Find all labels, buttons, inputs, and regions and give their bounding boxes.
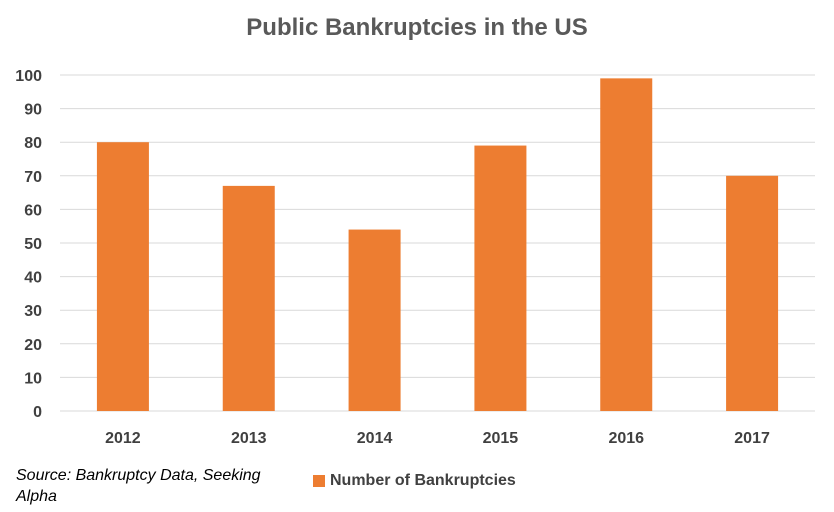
y-axis-ticks: 0 10 20 30 40 50 60 70 80 90 100 xyxy=(15,68,42,421)
bar-2012 xyxy=(96,142,149,411)
legend: Number of Bankruptcies xyxy=(313,472,516,490)
x-axis-ticks: 2012 2013 2014 2015 2016 2017 xyxy=(105,430,770,447)
x-tick-label: 2016 xyxy=(608,430,644,447)
y-tick-label: 30 xyxy=(24,303,42,320)
y-tick-label: 50 xyxy=(24,236,42,253)
bar-2015 xyxy=(474,145,527,411)
y-tick-label: 20 xyxy=(24,337,42,354)
x-tick-label: 2013 xyxy=(231,430,267,447)
y-tick-label: 100 xyxy=(15,68,42,85)
y-tick-label: 90 xyxy=(24,102,42,119)
chart-title: Public Bankruptcies in the US xyxy=(246,14,588,41)
y-tick-label: 40 xyxy=(24,270,42,287)
gridlines xyxy=(60,74,815,412)
bar-2017 xyxy=(726,175,779,411)
x-tick-label: 2015 xyxy=(483,430,519,447)
bar-2014 xyxy=(348,229,401,411)
legend-label: Number of Bankruptcies xyxy=(330,472,516,489)
y-tick-label: 80 xyxy=(24,135,42,152)
bar-2016 xyxy=(600,78,653,412)
x-tick-label: 2017 xyxy=(734,430,770,447)
source-note: Source: Bankruptcy Data, Seeking Alpha xyxy=(16,467,261,505)
x-tick-label: 2012 xyxy=(105,430,141,447)
bar-2013 xyxy=(222,185,275,411)
y-tick-label: 10 xyxy=(24,370,42,387)
bars xyxy=(96,78,779,412)
y-tick-label: 60 xyxy=(24,202,42,219)
y-tick-label: 0 xyxy=(33,404,42,421)
y-tick-label: 70 xyxy=(24,169,42,186)
x-tick-label: 2014 xyxy=(357,430,393,447)
legend-swatch xyxy=(313,475,325,487)
